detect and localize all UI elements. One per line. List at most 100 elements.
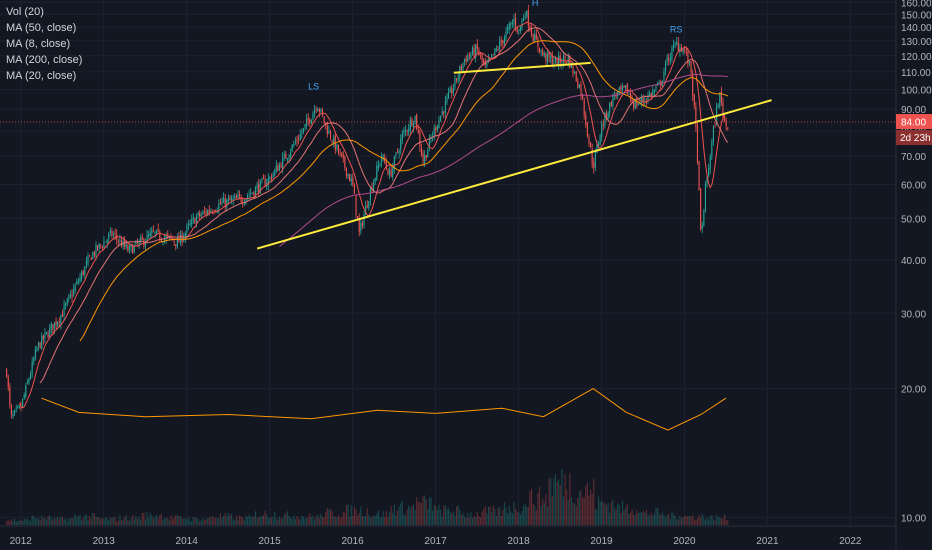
candle-body: [103, 241, 105, 248]
volume-bar: [486, 513, 488, 525]
candle-body: [47, 333, 49, 338]
candle-body: [629, 92, 632, 99]
candle-body: [590, 142, 592, 148]
candle-body: [37, 342, 40, 347]
time-axis[interactable]: 2012 2013 2014 2015 2016 2017 2018 2019 2020 2021…: [0, 525, 896, 547]
candle-body: [444, 100, 446, 114]
volume-bar: [652, 515, 654, 525]
candle-body: [85, 261, 87, 265]
candle-body: [701, 225, 703, 229]
candle-body: [245, 198, 247, 203]
volume-bar: [590, 489, 592, 525]
candle-body: [98, 243, 100, 249]
candle-body: [650, 93, 652, 97]
legend-volume[interactable]: Vol (20): [6, 6, 44, 18]
indicator-legend: Vol (20) MA (50, close) MA (8, close) MA…: [6, 4, 82, 84]
trendline-upper: [453, 61, 591, 74]
legend-ma-8[interactable]: MA (8, close): [6, 38, 71, 50]
volume-bar: [81, 520, 83, 525]
volume-bar: [430, 497, 432, 525]
volume-bar: [334, 516, 336, 525]
volume-bar: [575, 506, 577, 525]
volume-bar: [422, 496, 424, 525]
volume-bar: [510, 511, 512, 525]
candle-body: [671, 47, 673, 59]
candle-body: [138, 240, 140, 245]
price-tick-label: 90.00: [901, 105, 926, 116]
candle-body: [175, 244, 177, 246]
candle-body: [10, 405, 12, 415]
candle-body: [693, 94, 695, 106]
legend-ma-20[interactable]: MA (20, close): [6, 70, 77, 82]
candle-body: [304, 124, 306, 128]
candle-body: [23, 394, 25, 399]
volume-bar: [294, 518, 296, 525]
candle-body: [655, 86, 657, 89]
volume-bar: [503, 502, 505, 525]
price-axis[interactable]: 10.0020.0030.0040.0050.0060.0070.0080.00…: [895, 0, 932, 550]
volume-bar: [674, 515, 676, 525]
candle-body: [165, 235, 167, 239]
pattern-annotations: LS H RS: [308, 0, 682, 92]
candle-body: [645, 100, 647, 102]
volume-bar: [117, 520, 119, 525]
candle-body: [382, 155, 384, 159]
volume-bar: [446, 508, 448, 525]
volume-bar: [401, 501, 403, 525]
candle-body: [202, 211, 204, 214]
trendline-neckline: [256, 99, 772, 250]
candle-body: [232, 198, 234, 201]
volume-bar: [223, 516, 225, 525]
candle-body: [460, 66, 462, 70]
volume-bar: [41, 515, 43, 525]
volume-bar: [58, 518, 60, 525]
volume-bar: [232, 519, 234, 525]
candle-body: [77, 281, 79, 283]
candle-body: [254, 187, 257, 197]
volume-bar: [125, 515, 127, 525]
volume-bar: [344, 512, 346, 525]
candle-body: [403, 130, 405, 134]
volume-bar: [31, 515, 33, 525]
volume-bar: [360, 506, 362, 525]
candle-body: [553, 62, 555, 64]
price-tick-label: 60.00: [901, 181, 926, 192]
volume-bar: [286, 511, 288, 525]
volume-bar: [677, 519, 679, 525]
volume-bar: [672, 513, 675, 525]
candle-body: [676, 42, 678, 44]
candle-body: [483, 59, 485, 63]
candle-body: [436, 126, 438, 130]
candle-body: [508, 24, 510, 30]
volume-bar: [644, 512, 646, 525]
candle-body: [400, 139, 402, 150]
volume-bar: [561, 469, 563, 525]
volume-bar: [428, 497, 430, 525]
candle-body: [419, 131, 421, 147]
volume-bar: [128, 520, 131, 525]
candle-body: [318, 108, 320, 112]
candle-body: [251, 192, 253, 194]
volume-bar: [657, 507, 659, 525]
volume-bar: [720, 518, 722, 525]
volume-bar: [700, 517, 702, 525]
volume-bar: [373, 515, 375, 525]
ma-200-line: [279, 74, 728, 247]
candle-body: [510, 23, 512, 26]
legend-ma-200[interactable]: MA (200, close): [6, 54, 83, 66]
volume-bar: [494, 508, 496, 525]
candle-body: [529, 26, 531, 30]
candle-body: [666, 57, 668, 61]
volume-bar: [76, 518, 78, 525]
candle-body: [585, 115, 587, 125]
legend-ma-50[interactable]: MA (50, close): [6, 22, 77, 34]
candle-body: [395, 152, 397, 157]
candle-body: [591, 148, 593, 165]
volume-bar: [727, 520, 729, 525]
candle-body: [203, 211, 206, 213]
time-tick-label: 2022: [839, 536, 862, 547]
volume-bar: [385, 510, 387, 525]
volume-bar: [390, 506, 392, 525]
volume-bar: [224, 512, 226, 525]
